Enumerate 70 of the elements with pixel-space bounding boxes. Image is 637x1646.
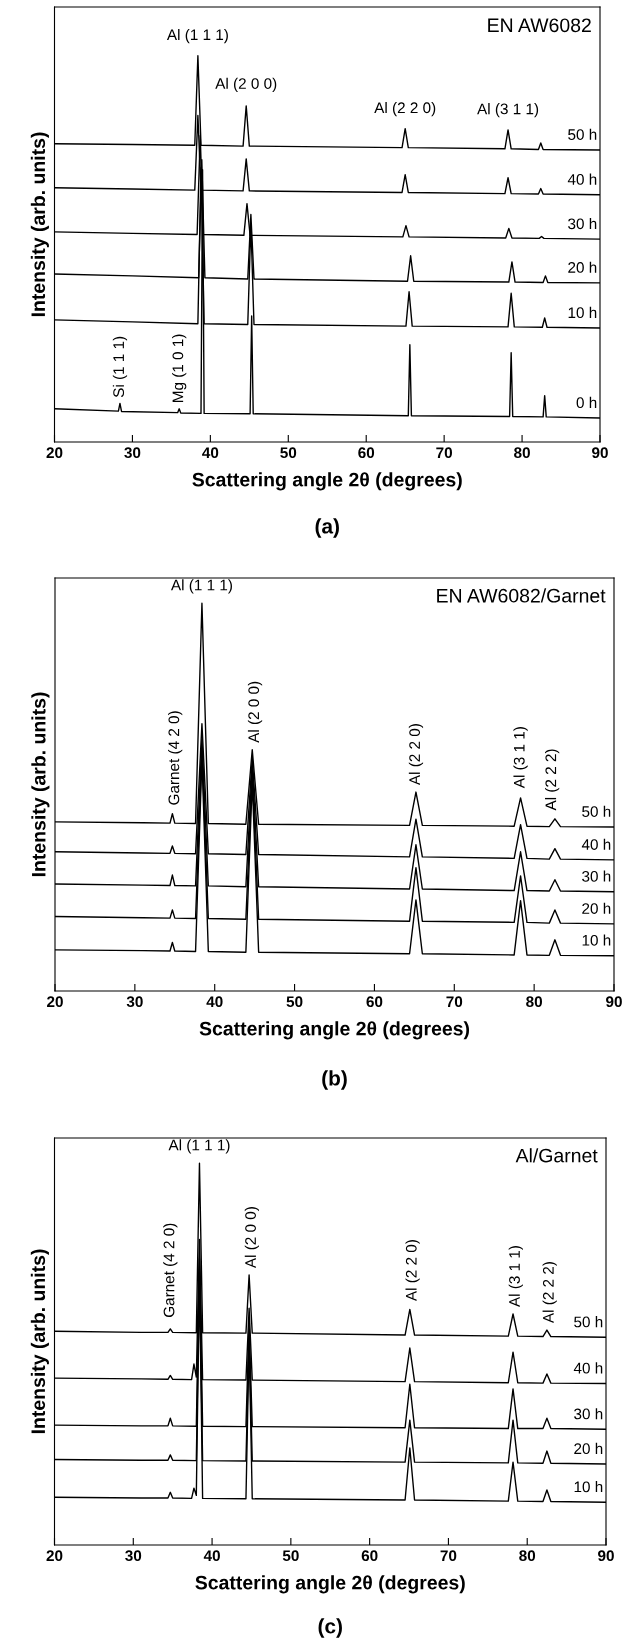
- text: (a): [315, 518, 339, 538]
- series-label: 50 h: [582, 805, 611, 817]
- series-label: 0 h: [576, 396, 597, 409]
- series-label: 20 h: [568, 261, 597, 273]
- text: Al/Garnet: [515, 1148, 598, 1163]
- series-label: 40 h: [573, 1362, 603, 1374]
- text: (b): [322, 1070, 347, 1090]
- x-tick-label: 70: [436, 447, 453, 459]
- series-label: 20 h: [582, 902, 611, 914]
- x-tick-label: 40: [206, 996, 223, 1008]
- x-axis-title: Scattering angle 2θ (degrees): [195, 1575, 465, 1594]
- x-axis-title: Scattering angle 2θ (degrees): [192, 472, 462, 491]
- x-tick-label: 50: [282, 1550, 299, 1562]
- x-tick-label: 20: [46, 447, 63, 459]
- series-label: 40 h: [567, 173, 597, 185]
- text: (c): [318, 1618, 342, 1638]
- series-label: 50 h: [574, 1316, 603, 1328]
- annotation: Al (3 1 1): [508, 1246, 523, 1308]
- series-label: 30 h: [582, 870, 611, 882]
- annotation: Al (3 1 1): [477, 103, 539, 118]
- annotation: Garnet (4 2 0): [168, 711, 183, 805]
- y-axis-title: Intensity (arb. units): [30, 1249, 49, 1434]
- y-axis-title: Intensity (arb. units): [30, 132, 49, 317]
- text: EN AW6082: [488, 18, 591, 33]
- series-label: 30 h: [568, 217, 597, 230]
- x-tick-label: 60: [361, 1550, 378, 1562]
- series-label: 30 h: [574, 1408, 603, 1420]
- x-tick-label: 90: [606, 996, 622, 1008]
- x-tick-label: 30: [125, 1550, 142, 1562]
- x-tick-label: 30: [126, 996, 143, 1008]
- x-tick-label: 70: [446, 996, 463, 1008]
- text: EN AW6082/Garnet: [437, 588, 606, 603]
- annotation: Al (2 2 2): [542, 1262, 557, 1324]
- annotation: Al (2 0 0): [215, 77, 277, 92]
- x-tick-label: 90: [592, 447, 608, 459]
- x-axis-title: Scattering angle 2θ (degrees): [199, 1021, 470, 1040]
- series-label: 10 h: [574, 1481, 603, 1493]
- annotation: Garnet (4 2 0): [163, 1223, 178, 1318]
- annotation: Mg (1 0 1): [172, 334, 187, 402]
- annotation: Al (2 2 0): [374, 101, 436, 117]
- x-tick-label: 80: [526, 996, 543, 1008]
- x-tick-label: 60: [358, 447, 375, 459]
- x-tick-label: 40: [203, 1550, 220, 1562]
- x-tick-label: 80: [514, 447, 530, 459]
- x-tick-label: 60: [366, 996, 383, 1008]
- annotation: Al (2 2 2): [545, 749, 560, 811]
- series-label: 40 h: [581, 838, 611, 850]
- annotation: Al (2 2 0): [405, 1240, 420, 1302]
- x-tick-label: 50: [286, 996, 303, 1008]
- annotation: Al (1 1 1): [168, 1139, 230, 1154]
- x-tick-label: 90: [598, 1550, 614, 1562]
- series-label: 20 h: [574, 1442, 603, 1455]
- annotation: Al (2 0 0): [244, 1207, 259, 1269]
- annotation: Al (2 0 0): [247, 681, 263, 743]
- x-tick-label: 50: [280, 447, 297, 459]
- series-label: 50 h: [568, 128, 597, 140]
- x-tick-label: 30: [124, 447, 141, 459]
- series-label: 10 h: [582, 934, 611, 946]
- annotation: Al (1 1 1): [166, 28, 228, 44]
- annotation: Al (3 1 1): [513, 727, 528, 789]
- annotation: Si (1 1 1): [112, 336, 128, 398]
- x-tick-label: 40: [202, 447, 219, 459]
- x-tick-label: 20: [46, 1550, 63, 1562]
- annotation: Al (2 2 0): [408, 724, 424, 786]
- x-tick-label: 20: [47, 996, 63, 1008]
- series-label: 10 h: [568, 306, 597, 319]
- annotation: Al (1 1 1): [170, 579, 232, 594]
- x-tick-label: 70: [440, 1550, 457, 1562]
- y-axis-title: Intensity (arb. units): [31, 692, 50, 877]
- x-tick-label: 80: [519, 1550, 536, 1562]
